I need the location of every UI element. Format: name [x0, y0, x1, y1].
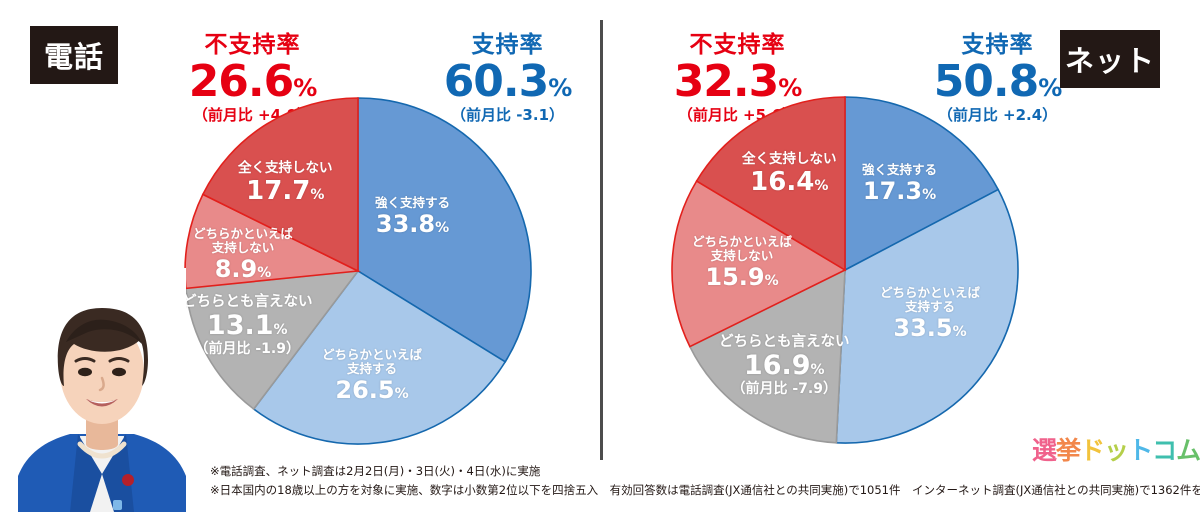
- pie-slice[interactable]: [201, 97, 359, 273]
- pie-slice[interactable]: [844, 96, 1000, 272]
- headline-caption: 支持率: [471, 32, 544, 58]
- pie-chart-internet: [670, 95, 1020, 445]
- headline-value: 50.8%: [890, 60, 1105, 104]
- headline-number: 32.3: [673, 56, 780, 107]
- logo-char: コ: [1152, 436, 1177, 465]
- headline-number: 60.3: [443, 56, 550, 107]
- vertical-divider: [600, 20, 603, 460]
- logo-char: 選: [1032, 436, 1057, 465]
- portrait-illustration: [18, 268, 186, 512]
- logo-char: ド: [1080, 436, 1105, 465]
- footnote-line-2: ※日本国内の18歳以上の方を対象に実施、数字は小数第2位以下を四捨五入 有効回答…: [210, 482, 1200, 497]
- pie-slice[interactable]: [252, 269, 507, 445]
- badge-internet: ネット: [1060, 30, 1160, 88]
- headline-internet-disapproval: 不支持率 32.3% （前月比 +5.6）: [630, 34, 845, 123]
- headline-caption: 支持率: [961, 32, 1034, 58]
- logo-char: ト: [1128, 436, 1153, 465]
- headline-value: 26.6%: [145, 60, 360, 104]
- logo-char: ム: [1176, 436, 1200, 465]
- pie-chart-telephone: [183, 96, 533, 446]
- headline-caption: 不支持率: [689, 32, 786, 58]
- pie-slice[interactable]: [688, 268, 846, 444]
- logo-char: 挙: [1056, 436, 1081, 465]
- pie-svg: [671, 96, 1019, 444]
- logo-char: ッ: [1104, 436, 1129, 465]
- badge-telephone: 電話: [30, 26, 118, 84]
- pie-slice[interactable]: [184, 270, 360, 411]
- headline-unit: %: [548, 74, 572, 102]
- politician-portrait-photo: [18, 268, 186, 512]
- pie-slice[interactable]: [357, 97, 532, 363]
- footnotes: ※電話調査、ネット調査は2月2日(月)・3日(火)・4日(水)に実施 ※日本国内…: [210, 462, 1200, 500]
- pie-slice[interactable]: [671, 179, 847, 348]
- headline-change: （前月比 +2.4）: [937, 106, 1058, 124]
- headline-number: 50.8: [933, 56, 1040, 107]
- headline-value: 60.3%: [400, 60, 615, 104]
- headline-caption: 不支持率: [204, 32, 301, 58]
- headline-telephone-approval: 支持率 60.3% （前月比 -3.1）: [400, 34, 615, 123]
- headline-unit: %: [293, 74, 317, 102]
- headline-value: 32.3%: [630, 60, 845, 104]
- headline-change: （前月比 -3.1）: [450, 106, 565, 124]
- headline-unit: %: [778, 74, 802, 102]
- footnote-line-1: ※電話調査、ネット調査は2月2日(月)・3日(火)・4日(水)に実施: [210, 464, 541, 478]
- headline-number: 26.6: [188, 56, 295, 107]
- pie-slice[interactable]: [695, 96, 846, 272]
- pie-slice[interactable]: [835, 188, 1019, 444]
- selectdotcom-logo: 選挙ドットコム: [1032, 434, 1200, 468]
- headline-internet-approval: 支持率 50.8% （前月比 +2.4）: [890, 34, 1105, 123]
- badge-telephone-label: 電話: [43, 40, 104, 74]
- pie-svg: [184, 97, 532, 445]
- headline-unit: %: [1038, 74, 1062, 102]
- headline-telephone-disapproval: 不支持率 26.6% （前月比 +4.9）: [145, 34, 360, 123]
- badge-internet-label: ネット: [1064, 44, 1155, 78]
